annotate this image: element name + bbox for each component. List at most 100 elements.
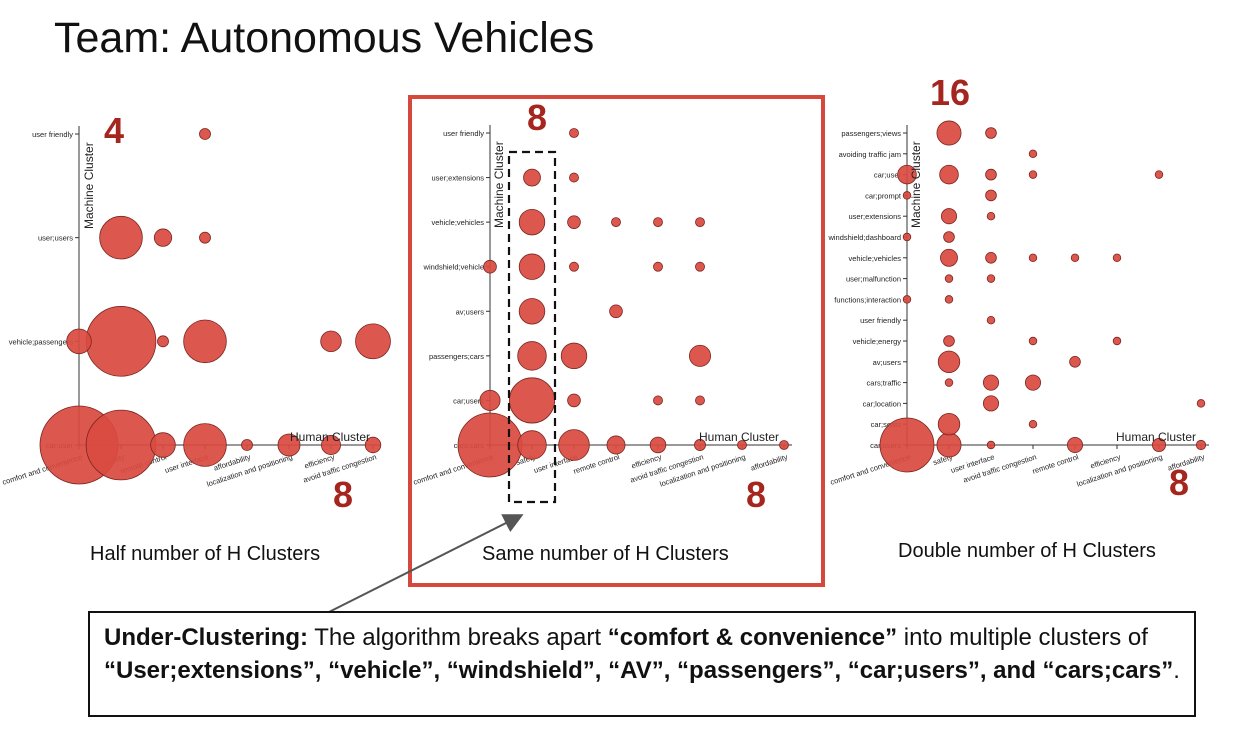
bubble [986, 315, 996, 325]
y-tick-label: vehicle;passengers [9, 337, 73, 346]
caption-double: Double number of H Clusters [898, 540, 1156, 562]
bubble [1066, 436, 1084, 454]
bubble [944, 274, 954, 283]
bubble [99, 215, 143, 260]
bubble [183, 423, 227, 467]
y-tick-label: user friendly [443, 129, 484, 138]
note-text-3: . [1173, 657, 1180, 684]
y-tick-label: passengers;views [841, 129, 901, 138]
bubble [1028, 336, 1038, 346]
bubble [150, 432, 176, 458]
bubble [1024, 374, 1042, 391]
bubble [560, 342, 588, 370]
y-tick-label: vehicle;vehicles [848, 254, 901, 263]
note-term: Under-Clustering: [104, 624, 308, 651]
bubble [902, 295, 912, 304]
bubble [939, 164, 959, 185]
bubble [649, 436, 667, 454]
bubble [986, 211, 996, 221]
bubble [982, 374, 1000, 391]
bubble [937, 350, 961, 374]
bubble [937, 413, 961, 436]
note-highlight-2: “User;extensions”, “vehicle”, “windshiel… [104, 657, 1174, 684]
bubble [985, 251, 997, 264]
bubble [606, 435, 626, 455]
bubble [1112, 253, 1122, 263]
y-tick-label: av;users [873, 358, 902, 367]
x-tick-label: remote control [1031, 452, 1080, 475]
machine-cluster-count: 16 [930, 72, 970, 113]
y-axis-label: Machine Cluster [909, 141, 923, 228]
bubble [479, 389, 501, 411]
bubble [1151, 437, 1167, 453]
human-cluster-count: 8 [746, 474, 766, 515]
bubble [483, 259, 497, 274]
y-tick-label: user;extensions [431, 174, 484, 183]
y-tick-label: user;malfunction [846, 275, 901, 284]
bubble [902, 232, 912, 242]
x-axis-label: Human Cluster [1116, 430, 1196, 444]
human-cluster-count: 8 [1169, 462, 1189, 503]
bubble [986, 274, 996, 283]
y-axis-label: Machine Cluster [82, 142, 96, 229]
bubble [653, 395, 663, 406]
y-tick-label: car;seats [871, 420, 902, 429]
bubble [936, 120, 962, 146]
bubble [985, 189, 997, 202]
bubble [737, 440, 747, 450]
y-axis-label: Machine Cluster [492, 141, 506, 228]
y-tick-label: passengers;cars [429, 352, 484, 361]
bubble [936, 432, 962, 458]
bubble [1196, 399, 1206, 408]
bubble [1028, 170, 1038, 179]
bubble [320, 330, 342, 353]
y-tick-label: avoiding traffic jam [839, 150, 901, 159]
bubble [1028, 149, 1038, 159]
y-tick-label: cars;traffic [867, 379, 902, 388]
bubble [944, 378, 954, 387]
bubble [779, 440, 789, 450]
bubble [241, 439, 253, 451]
y-tick-label: car;prompt [865, 191, 902, 200]
bubble [157, 335, 169, 348]
bubble [1028, 253, 1038, 263]
bubble [364, 436, 382, 454]
y-tick-label: user;extensions [848, 212, 901, 221]
bubble [569, 172, 579, 183]
bubble [944, 295, 954, 304]
bubble [321, 435, 341, 455]
caption-half: Half number of H Clusters [90, 543, 321, 565]
bubble [986, 440, 996, 450]
machine-cluster-count: 8 [527, 97, 547, 138]
y-tick-label: user friendly [860, 316, 901, 325]
bubble [694, 439, 706, 451]
bubble [695, 261, 705, 272]
bubble [695, 217, 705, 228]
bubble [879, 417, 935, 473]
bubble [183, 319, 227, 364]
y-tick-label: vehicle;vehicles [431, 218, 484, 227]
y-tick-label: user friendly [32, 130, 73, 139]
bubble [985, 168, 997, 181]
bubble [569, 261, 579, 272]
bubble [940, 208, 958, 225]
bubble [1195, 439, 1207, 451]
bubble [199, 231, 211, 244]
note-text-2: into multiple clusters of [897, 624, 1148, 651]
bubble [897, 164, 917, 185]
bubble [653, 217, 663, 228]
bubble [609, 304, 623, 319]
bubble [985, 127, 997, 139]
bubble [688, 344, 712, 367]
bubble [611, 217, 621, 228]
bubble [199, 128, 211, 140]
note-text-1: The algorithm breaks apart [308, 624, 608, 651]
bubble [558, 429, 590, 461]
bubble [1112, 336, 1122, 346]
bubble [1069, 355, 1081, 368]
bubble [1070, 253, 1080, 263]
y-tick-label: car;users [453, 396, 484, 405]
bubble [943, 335, 955, 347]
y-tick-label: user;users [38, 234, 73, 243]
